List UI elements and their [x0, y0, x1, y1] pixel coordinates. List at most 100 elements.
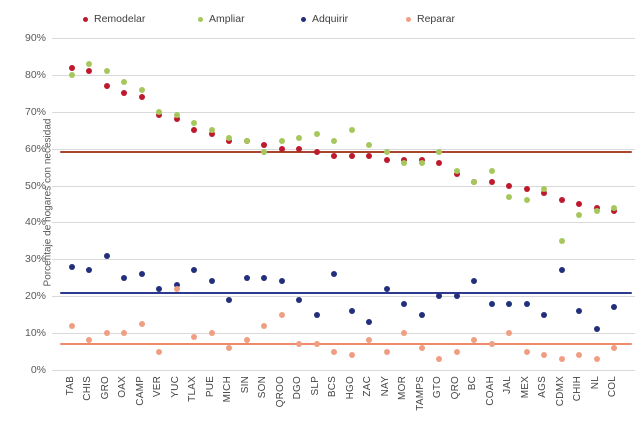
point-remodelar-oax [121, 90, 128, 97]
legend-item-adquirir: Adquirir [301, 13, 348, 25]
point-ampliar-mor [401, 160, 408, 167]
point-adquirir-nay [383, 285, 390, 292]
point-ampliar-bcs [331, 138, 338, 145]
point-adquirir-slp [313, 311, 320, 318]
point-ampliar-tlax [191, 119, 198, 126]
point-reparar-slp [313, 341, 320, 348]
point-adquirir-tab [69, 263, 75, 270]
gridline-70 [52, 112, 635, 113]
legend-label: Reparar [417, 13, 455, 25]
point-ampliar-pue [208, 127, 215, 134]
point-remodelar-camp [138, 94, 145, 101]
point-reparar-hgo [348, 352, 355, 359]
point-reparar-qro [453, 348, 460, 355]
x-tick-label-gto: GTO [432, 376, 444, 399]
point-reparar-qroo [278, 311, 285, 318]
x-tick-label-bcs: BCS [327, 376, 339, 398]
x-tick-label-qroo: QROO [274, 376, 286, 408]
point-adquirir-son [261, 274, 268, 281]
legend-item-ampliar: Ampliar [198, 13, 245, 25]
point-reparar-mex [523, 348, 530, 355]
y-tick-label-0: 0% [30, 364, 46, 376]
x-tick-label-jal: JAL [502, 376, 514, 394]
point-adquirir-hgo [348, 307, 355, 314]
x-tick-label-mich: MICH [222, 376, 234, 403]
y-tick-label-20: 20% [24, 290, 46, 302]
point-remodelar-tab [69, 64, 75, 71]
point-ampliar-slp [313, 130, 320, 137]
point-ampliar-bc [471, 178, 478, 185]
point-adquirir-sin [243, 274, 250, 281]
point-adquirir-zac [366, 319, 373, 326]
y-tick-label-10: 10% [24, 327, 46, 339]
point-adquirir-nl [593, 326, 600, 333]
point-reparar-zac [366, 337, 373, 344]
point-reparar-dgo [296, 341, 303, 348]
point-reparar-gto [436, 355, 443, 362]
point-reparar-nl [593, 355, 600, 362]
x-tick-label-chis: CHIS [82, 376, 94, 401]
gridline-90 [52, 38, 635, 39]
point-adquirir-chis [86, 267, 93, 274]
point-reparar-jal [506, 330, 513, 337]
point-adquirir-ags [541, 311, 548, 318]
point-remodelar-hgo [348, 153, 355, 160]
point-adquirir-col [611, 304, 617, 311]
point-ampliar-ver [156, 108, 163, 115]
point-ampliar-mich [226, 134, 233, 141]
point-reparar-sin [243, 337, 250, 344]
point-adquirir-dgo [296, 296, 303, 303]
point-adquirir-cdmx [558, 267, 565, 274]
point-adquirir-bcs [331, 271, 338, 278]
point-reparar-yuc [173, 285, 180, 292]
x-tick-label-chih: CHIH [572, 376, 584, 402]
point-remodelar-gro [103, 82, 110, 89]
legend-marker-adquirir-icon [301, 16, 306, 22]
reference-line-reparar [60, 343, 632, 345]
point-adquirir-mich [226, 296, 233, 303]
x-tick-label-hgo: HGO [344, 376, 356, 400]
point-remodelar-dgo [296, 145, 303, 152]
point-reparar-tamps [418, 344, 425, 351]
point-reparar-bc [471, 337, 478, 344]
point-remodelar-ags [541, 189, 548, 196]
point-ampliar-zac [366, 141, 373, 148]
legend-marker-ampliar-icon [198, 16, 203, 22]
legend-label: Adquirir [312, 13, 349, 25]
gridline-20 [52, 296, 635, 297]
legend-label: Remodelar [94, 13, 146, 25]
point-adquirir-ver [156, 285, 163, 292]
x-tick-label-mor: MOR [397, 376, 409, 400]
point-ampliar-son [261, 149, 268, 156]
legend-marker-remodelar-icon [83, 16, 88, 22]
point-reparar-camp [138, 320, 145, 327]
point-ampliar-yuc [173, 112, 180, 119]
x-tick-label-pue: PUE [204, 376, 216, 398]
point-reparar-cdmx [558, 355, 565, 362]
point-ampliar-mex [523, 197, 530, 204]
point-remodelar-zac [366, 153, 373, 160]
point-ampliar-tab [69, 71, 75, 78]
point-ampliar-tamps [418, 160, 425, 167]
y-axis-title: Porcentaje de hogares con necesidad [42, 118, 54, 287]
point-reparar-ags [541, 352, 548, 359]
y-tick-label-80: 80% [24, 69, 46, 81]
legend: Remodelar Ampliar Adquirir Reparar [0, 13, 640, 29]
x-tick-label-coah: COAH [484, 376, 496, 406]
point-remodelar-yuc [173, 116, 180, 123]
point-ampliar-nl [593, 208, 600, 215]
point-adquirir-coah [488, 300, 495, 307]
point-reparar-col [611, 344, 617, 351]
x-tick-label-cdmx: CDMX [554, 376, 566, 407]
point-ampliar-chih [576, 212, 583, 219]
point-ampliar-sin [243, 138, 250, 145]
x-tick-label-bc: BC [467, 376, 479, 391]
point-reparar-bcs [331, 348, 338, 355]
x-tick-label-ver: VER [152, 376, 164, 398]
point-remodelar-ver [156, 112, 163, 119]
point-reparar-ver [156, 348, 163, 355]
gridline-80 [52, 75, 635, 76]
point-reparar-coah [488, 341, 495, 348]
point-ampliar-ags [541, 186, 548, 193]
point-remodelar-slp [313, 149, 320, 156]
